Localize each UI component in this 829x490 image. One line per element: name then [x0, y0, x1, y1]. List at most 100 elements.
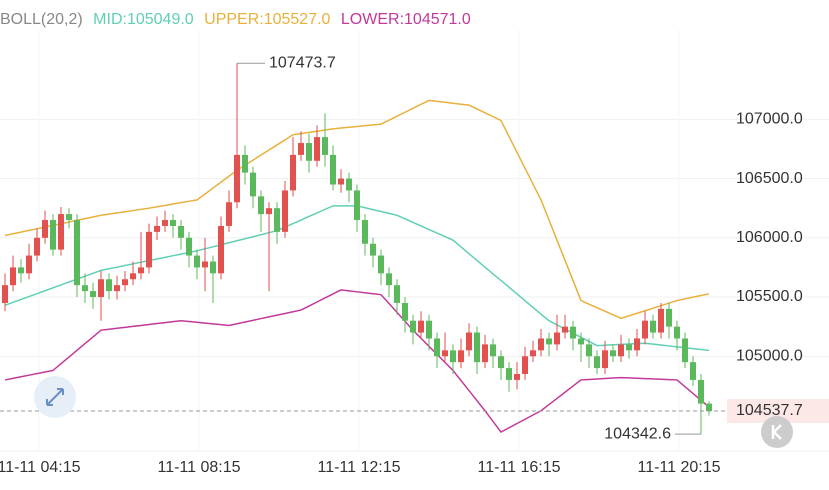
candle-body	[394, 285, 400, 303]
candle-body	[466, 332, 472, 351]
indicator-name: BOLL(20,2)	[0, 11, 83, 28]
candle-body	[506, 368, 512, 380]
candle-body	[114, 285, 120, 292]
candle-body	[410, 320, 416, 333]
candle-body	[274, 208, 280, 232]
candle-body	[682, 338, 688, 363]
candle-body	[346, 178, 352, 191]
candle-body	[58, 214, 64, 250]
candle-body	[698, 379, 704, 404]
candle-body	[314, 137, 320, 161]
candle-body	[474, 332, 480, 363]
y-tick-label: 107000.0	[736, 111, 803, 128]
candle-body	[570, 326, 576, 339]
candle-body	[130, 273, 136, 280]
candle-body	[210, 261, 216, 274]
candle-body	[42, 220, 48, 238]
candle-body	[282, 190, 288, 232]
candle-body	[258, 196, 264, 215]
candle-body	[186, 237, 192, 256]
candle-body	[90, 291, 96, 298]
y-tick-label: 105500.0	[736, 288, 803, 305]
candle-body	[626, 344, 632, 351]
candle-body	[354, 190, 360, 221]
candle-body	[178, 225, 184, 238]
candle-body	[706, 403, 712, 412]
candle-body	[530, 350, 536, 357]
candle-body	[146, 231, 152, 268]
x-tick-label: 11-11 20:15	[637, 459, 720, 476]
legend-entry: MID:105049.0	[93, 11, 194, 28]
candle-body	[586, 344, 592, 357]
candle-body	[194, 255, 200, 268]
candle-body	[34, 237, 40, 256]
band-line	[4, 289, 710, 434]
candle-body	[98, 279, 104, 298]
candle-body	[66, 214, 72, 221]
indicator-header: BOLL(20,2) MID:105049.0 UPPER:105527.0 L…	[0, 11, 471, 28]
candle-body	[298, 143, 304, 155]
candle-body	[522, 356, 528, 375]
candle-body	[602, 350, 608, 369]
candle-body	[26, 255, 32, 274]
candle-body	[458, 350, 464, 363]
band-line	[4, 99, 710, 320]
candle-body	[10, 267, 16, 286]
min-label: 104342.6	[604, 425, 671, 442]
candle-body	[618, 344, 624, 357]
legend-entry: UPPER:105527.0	[204, 11, 330, 28]
candle-body	[402, 302, 408, 321]
candle-body	[242, 154, 248, 173]
x-tick-label: 11-11 16:15	[477, 459, 560, 476]
scroll-latest-icon	[771, 424, 782, 440]
candle-body	[250, 172, 256, 197]
candle-body	[170, 220, 176, 226]
x-tick-label: 11-11 04:15	[0, 459, 81, 476]
candle-body	[498, 356, 504, 369]
candle-body	[538, 338, 544, 351]
candle-body	[202, 261, 208, 268]
candle-body	[266, 208, 272, 215]
candle-body	[162, 220, 168, 226]
candle-body	[418, 320, 424, 333]
candle-body	[82, 285, 88, 292]
candle-body	[674, 326, 680, 339]
candle-body	[666, 308, 672, 327]
y-tick-label: 106000.0	[736, 229, 803, 246]
candle-body	[562, 326, 568, 333]
candle-body	[634, 338, 640, 351]
candle-body	[450, 350, 456, 363]
candle-body	[378, 255, 384, 274]
candle-body	[554, 332, 560, 345]
candle-body	[18, 267, 24, 274]
candle-body	[362, 220, 368, 244]
candle-body	[338, 178, 344, 185]
candle-body	[50, 220, 56, 250]
candle-body	[2, 285, 8, 303]
candle-body	[490, 344, 496, 357]
candle-body	[650, 320, 656, 333]
plot-area: 105000.0 105500.0 106000.0 106500.0 107000.0…	[0, 30, 829, 476]
legend-entry: LOWER:104571.0	[341, 11, 471, 28]
max-label: 107473.7	[269, 54, 336, 71]
candle-body	[306, 143, 312, 161]
y-tick-label: 105000.0	[736, 347, 803, 364]
candle-body	[330, 154, 336, 185]
y-tick-label: 106500.0	[736, 170, 803, 187]
candle-body	[594, 356, 600, 369]
candle-body	[578, 338, 584, 345]
last-price-label: 104537.7	[736, 402, 803, 419]
scroll-latest-button[interactable]	[761, 416, 793, 448]
candle-body	[482, 344, 488, 363]
candle-body	[642, 320, 648, 339]
candle-body	[690, 362, 696, 380]
candle-body	[610, 350, 616, 357]
candle-body	[74, 220, 80, 286]
candle-body	[218, 225, 224, 274]
candle-body	[658, 308, 664, 333]
x-tick-label: 11-11 08:15	[157, 459, 240, 476]
candle-body	[226, 202, 232, 226]
candle-body	[370, 243, 376, 256]
candle-body	[426, 320, 432, 339]
